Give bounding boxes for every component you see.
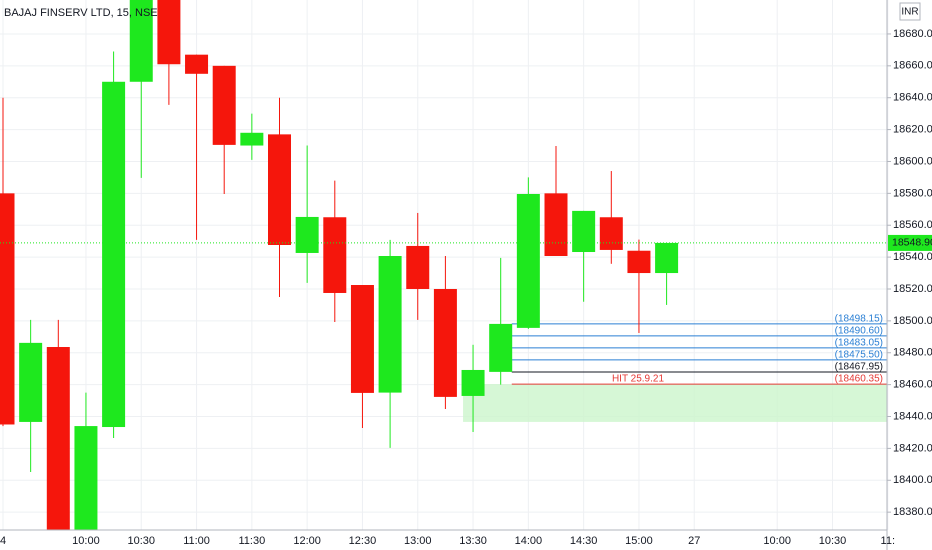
x-tick-label: 11:30 <box>238 535 265 547</box>
chart-title: BAJAJ FINSERV LTD, 15, NSE <box>4 7 158 19</box>
x-tick-label: 11: <box>881 535 895 547</box>
x-tick-label: 12:30 <box>349 535 377 547</box>
y-tick-label: 18380.00 <box>893 506 932 518</box>
level-label: (18467.95) <box>835 362 883 373</box>
x-tick-label: 14:00 <box>515 535 543 547</box>
x-tick-label: 12:00 <box>293 535 321 547</box>
y-tick-label: 18520.00 <box>893 283 932 295</box>
axes: 18380.00 18400.00 18420.00 18440.00 18460.00… <box>0 28 932 547</box>
y-tick-label: 18660.00 <box>893 60 932 72</box>
y-tick-label: 18440.00 <box>893 410 932 422</box>
x-tick-label: 10:30 <box>819 535 847 547</box>
y-tick-label: 18600.00 <box>893 155 932 167</box>
level-note: HIT 25.9.21 <box>612 374 665 385</box>
candle-body <box>212 65 236 145</box>
y-tick-label: 18500.00 <box>893 315 932 327</box>
candle-body <box>240 132 264 146</box>
candle-body <box>489 323 513 372</box>
candle-body <box>295 216 319 253</box>
candle-body <box>433 288 457 397</box>
candle-body <box>102 81 126 428</box>
y-tick-label: 18560.00 <box>893 219 932 231</box>
y-tick-label: 18400.00 <box>893 474 932 486</box>
level-label: (18475.50) <box>835 350 883 361</box>
y-tick-label: 18540.00 <box>893 251 932 263</box>
candle-body <box>627 250 651 274</box>
candle-body <box>655 242 679 274</box>
zone <box>463 384 887 422</box>
plot-area <box>0 0 887 530</box>
candle-body <box>0 193 15 425</box>
candle-body <box>378 255 402 393</box>
x-tick-label: 10:00 <box>72 535 100 547</box>
y-tick-label: 18580.00 <box>893 187 932 199</box>
candle-body <box>46 347 70 530</box>
y-tick-label: 18480.00 <box>893 347 932 359</box>
x-tick-label: 13:30 <box>459 535 487 547</box>
candle-body <box>129 0 153 82</box>
x-tick-label: 10:00 <box>763 535 791 547</box>
candle-body <box>406 245 430 289</box>
grid <box>0 0 889 530</box>
candle-body <box>74 426 98 530</box>
x-tick-label: 14:30 <box>570 535 598 547</box>
x-tick-label: 15:00 <box>625 535 653 547</box>
x-tick-label: 27 <box>688 535 700 547</box>
candle-body <box>157 0 181 65</box>
candle-body <box>350 285 374 393</box>
last-price-box <box>888 234 932 251</box>
candle-body <box>599 217 623 250</box>
candle-body <box>323 217 347 293</box>
y-tick-label: 18620.00 <box>893 123 932 135</box>
y-tick-label: 18420.00 <box>893 442 932 454</box>
candle-body <box>268 134 291 245</box>
candle-body <box>516 193 540 328</box>
candle-body <box>461 369 485 396</box>
last-price-label: 18548.90 <box>892 237 932 249</box>
currency: INR <box>901 7 918 18</box>
currency-box <box>899 2 921 21</box>
level-label: (18490.60) <box>835 325 883 336</box>
x-tick-label: 11:00 <box>183 535 210 547</box>
x-tick-label: 10:30 <box>127 535 155 547</box>
x-tick-label: 13:00 <box>404 535 432 547</box>
candle-body <box>19 342 43 422</box>
x-tick-label: 4 <box>0 535 6 547</box>
candle-body <box>544 193 568 256</box>
candle-body <box>572 210 596 253</box>
y-tick-label: 18460.00 <box>893 379 932 391</box>
y-tick-label: 18640.00 <box>893 92 932 104</box>
y-tick-label: 18680.00 <box>893 28 932 40</box>
level-label: (18460.35) <box>835 374 883 385</box>
level-label: (18498.15) <box>835 313 883 324</box>
candle-body <box>185 54 209 74</box>
level-label: (18483.05) <box>835 338 883 349</box>
